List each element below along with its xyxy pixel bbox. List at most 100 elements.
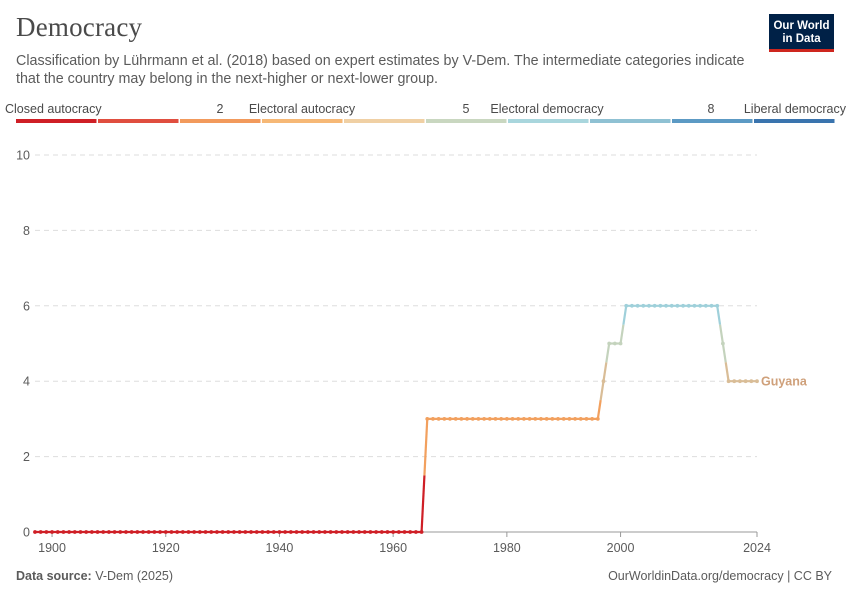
data-point-1946 [311, 530, 316, 534]
series-connector-b-0-0 [423, 418, 429, 476]
data-point-1992 [573, 417, 577, 421]
data-source-link[interactable]: V-Dem (2025) [95, 569, 174, 583]
data-point-2017 [715, 303, 720, 308]
series-label-0: Guyana [761, 375, 808, 389]
data-point-1995 [590, 417, 595, 421]
data-point-1965 [419, 530, 424, 534]
data-point-2024 [755, 379, 759, 384]
data-point-1974 [470, 417, 475, 421]
y-tick-label-10: 10 [16, 149, 30, 163]
data-point-1987 [544, 417, 549, 421]
data-point-1928 [209, 530, 214, 534]
data-point-1909 [101, 530, 106, 534]
data-point-1967 [431, 417, 435, 421]
data-point-2020 [732, 379, 737, 384]
data-point-1978 [493, 417, 498, 421]
y-tick-label-4: 4 [23, 375, 30, 389]
data-point-1900 [50, 530, 54, 534]
series-lines [35, 304, 757, 534]
legend-swatch-8 [672, 119, 753, 123]
legend-swatch-4 [344, 119, 425, 123]
data-point-1980 [504, 417, 509, 421]
data-point-2019 [726, 379, 731, 384]
data-point-1936 [254, 530, 259, 534]
data-point-1943 [294, 530, 299, 534]
data-point-2007 [658, 303, 663, 308]
legend-label-5: 8 [708, 102, 715, 116]
data-point-1926 [197, 530, 202, 534]
owid-logo[interactable]: Our World in Data [769, 14, 834, 52]
x-tick-label-2024: 2024 [743, 541, 771, 555]
data-point-2001 [624, 303, 629, 308]
data-point-1920 [163, 530, 168, 534]
data-point-1932 [232, 530, 236, 534]
data-point-1955 [362, 530, 367, 534]
data-point-1962 [402, 530, 407, 534]
series-points [33, 303, 759, 534]
data-point-1982 [516, 417, 521, 421]
data-point-2005 [647, 303, 651, 308]
data-point-1983 [522, 417, 526, 421]
data-point-1997 [601, 379, 606, 384]
data-point-1911 [112, 530, 117, 534]
data-source-label: Data source: [16, 569, 92, 583]
data-point-1964 [413, 530, 418, 534]
data-point-1934 [243, 530, 248, 534]
data-point-1975 [476, 417, 481, 421]
data-point-1954 [357, 530, 361, 534]
legend-label-2: Electoral autocracy [249, 102, 356, 116]
x-tick-label-2000: 2000 [607, 541, 635, 555]
data-point-1986 [539, 417, 543, 421]
series-connector-a-0-0 [420, 475, 426, 533]
series-connector-b-0-5 [724, 362, 730, 382]
x-tick-label-1920: 1920 [152, 541, 180, 555]
data-point-2016 [709, 303, 714, 308]
data-point-1927 [203, 530, 208, 534]
data-point-1989 [556, 417, 560, 421]
data-point-2023 [749, 379, 754, 384]
legend-label-0: Closed autocracy [5, 102, 102, 116]
series-connector-b-0-1 [599, 381, 605, 401]
data-point-1994 [584, 417, 589, 421]
data-point-1969 [442, 417, 447, 421]
data-point-1912 [118, 530, 123, 534]
series-connector-a-0-2 [602, 362, 608, 382]
data-point-1958 [379, 530, 384, 534]
data-point-1985 [533, 417, 538, 421]
data-point-1941 [283, 530, 288, 534]
data-point-1917 [146, 530, 151, 534]
y-tick-label-6: 6 [23, 299, 30, 313]
series-connector-b-0-3 [622, 305, 628, 325]
data-point-2003 [635, 303, 640, 308]
data-point-1914 [129, 530, 134, 534]
data-point-2000 [618, 341, 623, 346]
logo-line-2: in Data [782, 33, 821, 45]
data-point-1996 [595, 417, 600, 421]
series-connector-b-0-2 [605, 343, 611, 363]
legend-swatch-2 [180, 119, 261, 123]
data-point-1984 [527, 417, 532, 421]
data-point-1944 [300, 530, 305, 534]
data-point-1945 [305, 530, 310, 534]
data-point-1907 [89, 530, 94, 534]
data-source: Data source: V-Dem (2025) [16, 569, 173, 583]
legend-label-1: 2 [217, 102, 224, 116]
series-connector-a-0-1 [596, 399, 602, 420]
data-point-1949 [328, 530, 333, 534]
data-point-1935 [249, 530, 253, 534]
data-point-1959 [385, 530, 390, 534]
data-point-1951 [340, 530, 344, 534]
legend-label-6: Liberal democracy [744, 102, 847, 116]
license-link[interactable]: OurWorldinData.org/democracy | CC BY [608, 569, 832, 583]
data-point-2012 [686, 303, 691, 308]
data-point-1940 [277, 530, 282, 534]
logo-accent-bar [769, 49, 834, 52]
data-point-1976 [482, 417, 487, 421]
data-point-1968 [436, 417, 441, 421]
data-point-1921 [169, 530, 174, 534]
series-labels: Guyana [761, 375, 808, 389]
data-point-1929 [215, 530, 219, 534]
data-point-2021 [738, 379, 742, 384]
legend-swatch-5 [426, 119, 507, 123]
